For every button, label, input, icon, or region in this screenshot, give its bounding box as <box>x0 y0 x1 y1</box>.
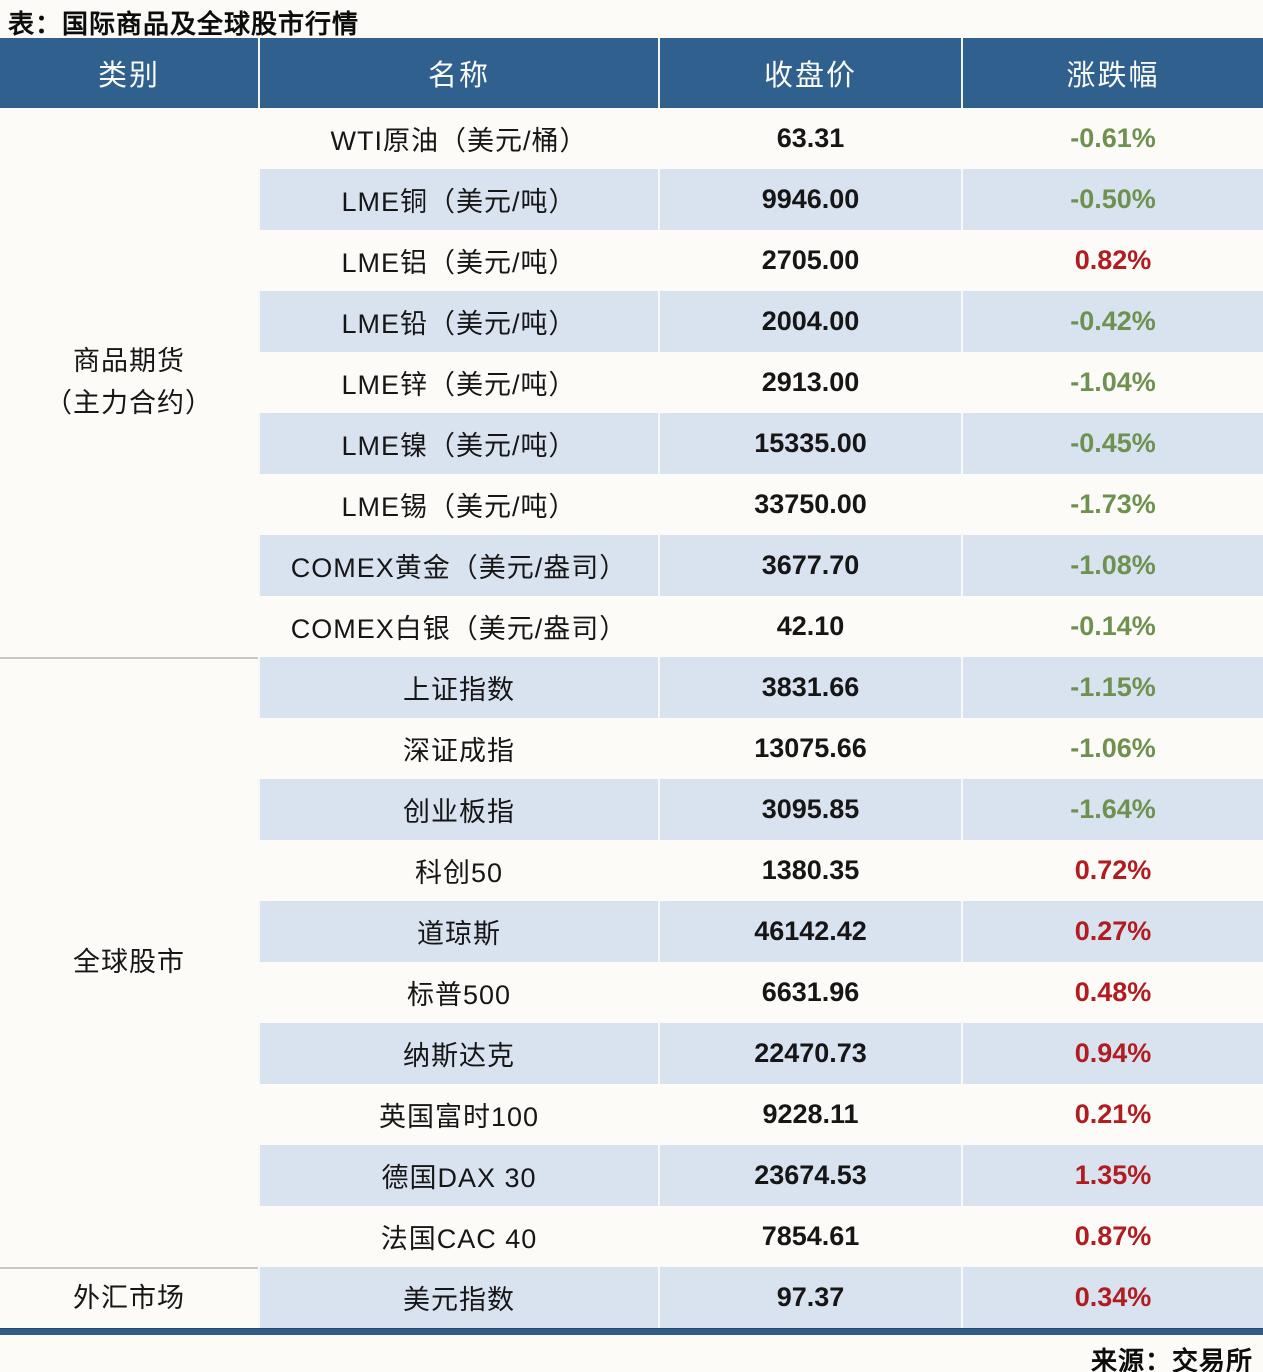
close-cell: 2913.00 <box>658 352 961 413</box>
table-row: 创业板指 3095.85 -1.64% <box>0 779 1263 840</box>
change-cell: 1.35% <box>961 1145 1263 1206</box>
change-cell: -0.14% <box>961 596 1263 657</box>
name-cell: 上证指数 <box>258 657 658 718</box>
name-cell: 英国富时100 <box>258 1084 658 1145</box>
name-cell: 德国DAX 30 <box>258 1145 658 1206</box>
name-cell: COMEX黄金（美元/盎司） <box>258 535 658 596</box>
change-cell: 0.94% <box>961 1023 1263 1084</box>
table-row: LME铅（美元/吨） 2004.00 -0.42% <box>0 291 1263 352</box>
change-cell: 0.87% <box>961 1206 1263 1267</box>
table-row: LME锡（美元/吨） 33750.00 -1.73% <box>0 474 1263 535</box>
table-row: 深证成指 13075.66 -1.06% <box>0 718 1263 779</box>
close-cell: 33750.00 <box>658 474 961 535</box>
close-cell: 15335.00 <box>658 413 961 474</box>
change-cell: 0.27% <box>961 901 1263 962</box>
change-cell: -0.50% <box>961 169 1263 230</box>
name-cell: LME铅（美元/吨） <box>258 291 658 352</box>
table-row: LME铜（美元/吨） 9946.00 -0.50% <box>0 169 1263 230</box>
table-row: 纳斯达克 22470.73 0.94% <box>0 1023 1263 1084</box>
header-cell-change: 涨跌幅 <box>961 38 1263 108</box>
close-cell: 46142.42 <box>658 901 961 962</box>
name-cell: 美元指数 <box>258 1267 658 1328</box>
name-cell: 道琼斯 <box>258 901 658 962</box>
close-cell: 3677.70 <box>658 535 961 596</box>
category-cell-global-stocks: 全球股市 <box>0 657 258 1267</box>
table-row: LME锌（美元/吨） 2913.00 -1.04% <box>0 352 1263 413</box>
change-cell: 0.48% <box>961 962 1263 1023</box>
table-row: 外汇市场 美元指数 97.37 0.34% <box>0 1267 1263 1328</box>
table-row: 道琼斯 46142.42 0.27% <box>0 901 1263 962</box>
name-cell: COMEX白银（美元/盎司） <box>258 596 658 657</box>
close-cell: 2004.00 <box>658 291 961 352</box>
name-cell: LME镍（美元/吨） <box>258 413 658 474</box>
table-row: 德国DAX 30 23674.53 1.35% <box>0 1145 1263 1206</box>
table-row: 全球股市 上证指数 3831.66 -1.15% <box>0 657 1263 1267</box>
change-cell: -1.04% <box>961 352 1263 413</box>
category-cell-forex: 外汇市场 <box>0 1267 258 1328</box>
change-cell: -0.42% <box>961 291 1263 352</box>
table-row: 商品期货 （主力合约） WTI原油（美元/桶） 63.31 -0.61% <box>0 108 1263 657</box>
name-cell: 标普500 <box>258 962 658 1023</box>
change-cell: -1.08% <box>961 535 1263 596</box>
table-row: LME铝（美元/吨） 2705.00 0.82% <box>0 230 1263 291</box>
close-cell: 9228.11 <box>658 1084 961 1145</box>
close-cell: 3831.66 <box>658 657 961 718</box>
table-row: 英国富时100 9228.11 0.21% <box>0 1084 1263 1145</box>
close-cell: 6631.96 <box>658 962 961 1023</box>
change-cell: 0.34% <box>961 1267 1263 1328</box>
name-cell: 科创50 <box>258 840 658 901</box>
close-cell: 1380.35 <box>658 840 961 901</box>
table-row: 科创50 1380.35 0.72% <box>0 840 1263 901</box>
name-cell: 纳斯达克 <box>258 1023 658 1084</box>
header-cell-close: 收盘价 <box>658 38 961 108</box>
change-cell: -0.45% <box>961 413 1263 474</box>
name-cell: WTI原油（美元/桶） <box>258 108 658 169</box>
change-cell: -1.73% <box>961 474 1263 535</box>
name-cell: 深证成指 <box>258 718 658 779</box>
change-cell: -1.06% <box>961 718 1263 779</box>
close-cell: 63.31 <box>658 108 961 169</box>
change-cell: 0.21% <box>961 1084 1263 1145</box>
source-note: 来源：交易所 <box>1090 1346 1253 1372</box>
change-cell: 0.82% <box>961 230 1263 291</box>
table-header: 类别 名称 收盘价 涨跌幅 <box>0 38 1263 108</box>
change-cell: -0.61% <box>961 108 1263 169</box>
market-table: 类别 名称 收盘价 涨跌幅 商品期货 （主力合约） WTI原油（美元/桶） 63… <box>0 38 1263 1328</box>
table-row: 法国CAC 40 7854.61 0.87% <box>0 1206 1263 1267</box>
table-row: LME镍（美元/吨） 15335.00 -0.45% <box>0 413 1263 474</box>
table-row: 标普500 6631.96 0.48% <box>0 962 1263 1023</box>
category-label-line: 外汇市场 <box>73 1282 185 1313</box>
table-row: COMEX黄金（美元/盎司） 3677.70 -1.08% <box>0 535 1263 596</box>
close-cell: 97.37 <box>658 1267 961 1328</box>
category-label-line: （主力合约） <box>45 387 213 418</box>
name-cell: LME铜（美元/吨） <box>258 169 658 230</box>
page-title: 表：国际商品及全球股市行情 <box>8 9 360 39</box>
change-cell: 0.72% <box>961 840 1263 901</box>
table-row: COMEX白银（美元/盎司） 42.10 -0.14% <box>0 596 1263 657</box>
close-cell: 13075.66 <box>658 718 961 779</box>
name-cell: LME锌（美元/吨） <box>258 352 658 413</box>
name-cell: 创业板指 <box>258 779 658 840</box>
close-cell: 23674.53 <box>658 1145 961 1206</box>
close-cell: 7854.61 <box>658 1206 961 1267</box>
name-cell: LME锡（美元/吨） <box>258 474 658 535</box>
table-bottom-border <box>0 1328 1263 1335</box>
close-cell: 42.10 <box>658 596 961 657</box>
change-cell: -1.15% <box>961 657 1263 718</box>
change-cell: -1.64% <box>961 779 1263 840</box>
category-label-line: 商品期货 <box>73 345 185 376</box>
header-cell-category: 类别 <box>0 38 258 108</box>
header-cell-name: 名称 <box>258 38 658 108</box>
close-cell: 2705.00 <box>658 230 961 291</box>
category-label-line: 全球股市 <box>73 947 185 978</box>
category-cell-commodities: 商品期货 （主力合约） <box>0 108 258 657</box>
close-cell: 9946.00 <box>658 169 961 230</box>
name-cell: 法国CAC 40 <box>258 1206 658 1267</box>
close-cell: 22470.73 <box>658 1023 961 1084</box>
close-cell: 3095.85 <box>658 779 961 840</box>
name-cell: LME铝（美元/吨） <box>258 230 658 291</box>
